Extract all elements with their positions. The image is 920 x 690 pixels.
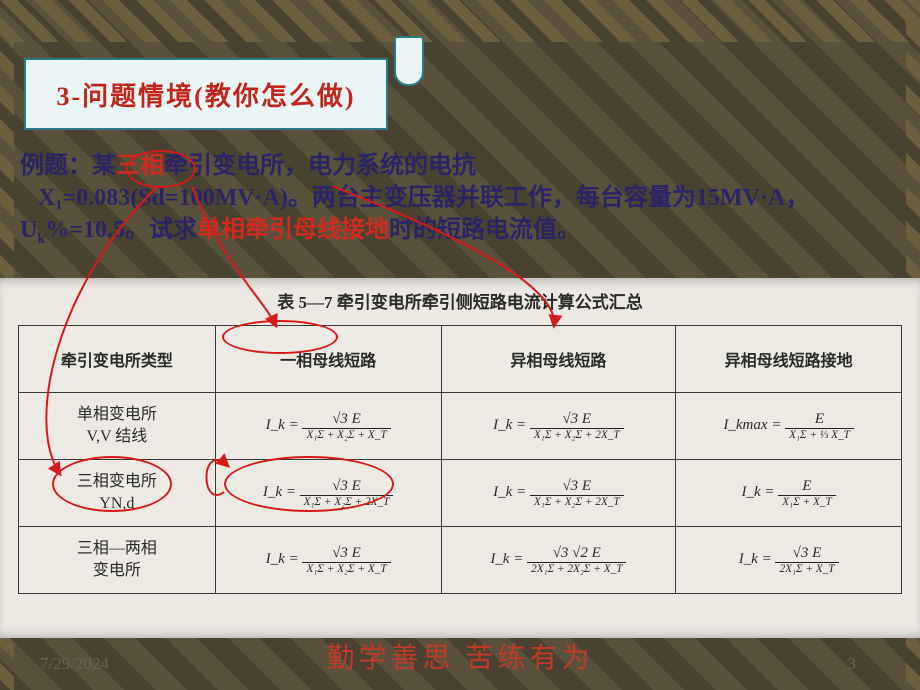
r2c2-lhs: I_k = [263, 484, 296, 500]
row3-l1: 三相—两相 [77, 540, 157, 557]
r2c3-num: √3 E [530, 478, 624, 496]
table-row: 三相—两相 变电所 I_k = √3 EX₁Σ + X₂Σ + X_T I_k … [19, 527, 902, 594]
row1-c3: I_k = √3 EX₁Σ + X₂Σ + 2X_T [441, 393, 676, 460]
r3c4-lhs: I_k = [739, 551, 772, 567]
example-t1: 牵引变电所，电力系统的电抗 [164, 153, 476, 179]
r1c4-lhs: I_kmax = [723, 417, 781, 433]
col-single: 一相母线短路 [215, 326, 441, 393]
table-header-row: 牵引变电所类型 一相母线短路 异相母线短路 异相母线短路接地 [19, 326, 902, 393]
r2c3-lhs: I_k = [493, 484, 526, 500]
r3c2-den: X₁Σ + X₂Σ + X_T [302, 563, 390, 575]
r2c4-den: X₁Σ + X_T [778, 496, 835, 508]
row1-label: 单相变电所 V,V 结线 [19, 393, 216, 460]
r2c2-den: X₁Σ + X₂Σ + 2X_T [300, 496, 394, 508]
row2-c4: I_k = EX₁Σ + X_T [676, 460, 902, 527]
example-t2: 时的短路电流值。 [389, 217, 581, 243]
row2-c2: I_k = √3 EX₁Σ + X₂Σ + 2X_T [215, 460, 441, 527]
scroll-decoration [394, 36, 424, 86]
r2c4-lhs: I_k = [742, 484, 775, 500]
example-line2b: %=10.5。试求 [45, 217, 197, 243]
r3c2-num: √3 E [302, 545, 390, 563]
table-panel: 表 5—7 牵引变电所牵引侧短路电流计算公式汇总 牵引变电所类型 一相母线短路 … [0, 278, 920, 638]
highlight-ground: 单相牵引母线接地 [197, 217, 389, 243]
col-ground: 异相母线短路接地 [676, 326, 902, 393]
r1c3-num: √3 E [530, 411, 624, 429]
row1-c2: I_k = √3 EX₁Σ + X₂Σ + X_T [215, 393, 441, 460]
pattern-top [0, 0, 920, 42]
col-diff: 异相母线短路 [441, 326, 676, 393]
row2-l2: YN,d [99, 495, 134, 512]
r3c4-den: 2X₁Σ + X_T [775, 563, 838, 575]
r3c4-num: √3 E [775, 545, 838, 563]
r3c3-num: √3 √2 E [527, 545, 626, 563]
example-lead: 例题：某 [20, 153, 116, 179]
r2c2-num: √3 E [300, 478, 394, 496]
row2-c3: I_k = √3 EX₁Σ + X₂Σ + 2X_T [441, 460, 676, 527]
r1c2-den: X₁Σ + X₂Σ + X_T [302, 429, 390, 441]
row3-c4: I_k = √3 E2X₁Σ + X_T [676, 527, 902, 594]
r1c3-den: X₁Σ + X₂Σ + 2X_T [530, 429, 624, 441]
row3-l2: 变电所 [93, 562, 141, 579]
r1c4-den: X₁Σ + ⅓ X_T [785, 429, 854, 441]
r3c3-lhs: I_k = [490, 551, 523, 567]
r3c2-lhs: I_k = [266, 551, 299, 567]
page-number: 3 [848, 654, 857, 674]
r1c3-lhs: I_k = [493, 417, 526, 433]
row2-label: 三相变电所 YN,d [19, 460, 216, 527]
r3c3-den: 2X₁Σ + 2X₂Σ + X_T [527, 563, 626, 575]
section-title: 3-问题情境(教你怎么做) [57, 76, 356, 113]
r2c4-num: E [778, 478, 835, 496]
row3-c3: I_k = √3 √2 E2X₁Σ + 2X₂Σ + X_T [441, 527, 676, 594]
footer-motto: 勤学善思 苦练有为 [0, 636, 920, 676]
highlight-sanxiang: 三相 [116, 153, 164, 179]
row3-c2: I_k = √3 EX₁Σ + X₂Σ + X_T [215, 527, 441, 594]
slide: { "title": "3-问题情境(教你怎么做)", "example": {… [0, 0, 920, 690]
r1c2-num: √3 E [302, 411, 390, 429]
formula-table: 牵引变电所类型 一相母线短路 异相母线短路 异相母线短路接地 单相变电所 V,V… [18, 325, 902, 594]
example-text: 例题：某三相牵引变电所，电力系统的电抗 X₁=0.083(Sd=100MV·A)… [20, 150, 880, 255]
row3-label: 三相—两相 变电所 [19, 527, 216, 594]
row1-c4: I_kmax = EX₁Σ + ⅓ X_T [676, 393, 902, 460]
title-box: 3-问题情境(教你怎么做) [24, 58, 388, 130]
table-row: 三相变电所 YN,d I_k = √3 EX₁Σ + X₂Σ + 2X_T I_… [19, 460, 902, 527]
r1c4-num: E [785, 411, 854, 429]
r1c2-lhs: I_k = [266, 417, 299, 433]
table-row: 单相变电所 V,V 结线 I_k = √3 EX₁Σ + X₂Σ + X_T I… [19, 393, 902, 460]
row1-l2: V,V 结线 [86, 428, 147, 445]
table-caption: 表 5—7 牵引变电所牵引侧短路电流计算公式汇总 [0, 278, 920, 313]
row2-l1: 三相变电所 [77, 473, 157, 490]
col-type: 牵引变电所类型 [19, 326, 216, 393]
r2c3-den: X₁Σ + X₂Σ + 2X_T [530, 496, 624, 508]
row1-l1: 单相变电所 [77, 406, 157, 423]
